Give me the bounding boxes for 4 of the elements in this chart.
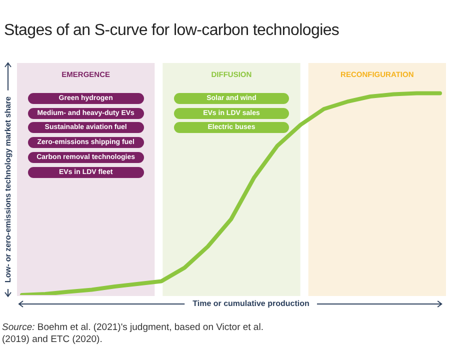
chart-title: Stages of an S-curve for low-carbon technologies [4,22,340,40]
source-note: Source: Boehm et al. (2021)'s judgment, based on Victor et al. (2019) and ETC (2020). [2,322,264,345]
x-axis-title: Time or cumulative production [192,299,310,308]
y-axis-title: Low- or zero-emissions technology market share [4,96,13,282]
